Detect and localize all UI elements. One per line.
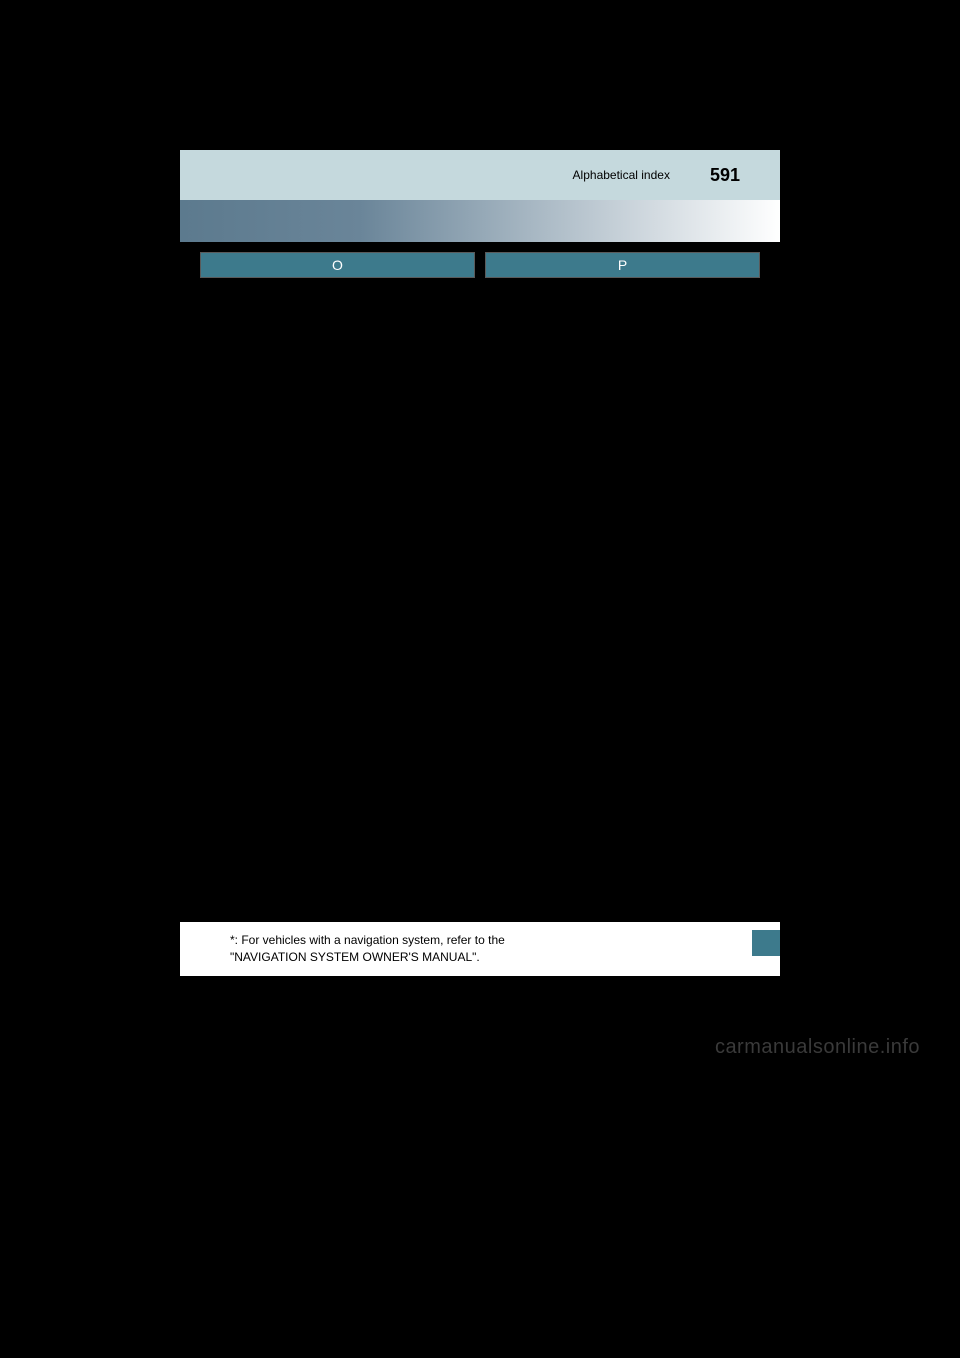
- footnote-line1: *: For vehicles with a navigation system…: [230, 933, 505, 947]
- gradient-band: [180, 200, 780, 242]
- section-header-p: P: [485, 252, 760, 278]
- side-tab: [752, 930, 780, 956]
- header-band: Alphabetical index 591: [180, 150, 780, 200]
- header-title: Alphabetical index: [573, 168, 670, 182]
- watermark: carmanualsonline.info: [0, 976, 960, 1059]
- left-column: O: [200, 252, 475, 892]
- index-columns: O P: [180, 242, 780, 922]
- page-number: 591: [710, 165, 740, 186]
- right-column: P: [485, 252, 760, 892]
- content-wrapper: Alphabetical index 591 O P *: For vehicl…: [180, 150, 780, 976]
- footnote-box: *: For vehicles with a navigation system…: [180, 922, 780, 976]
- footnote-line2: "NAVIGATION SYSTEM OWNER'S MANUAL".: [230, 950, 480, 964]
- section-header-o: O: [200, 252, 475, 278]
- page-container: Alphabetical index 591 O P *: For vehicl…: [0, 0, 960, 1059]
